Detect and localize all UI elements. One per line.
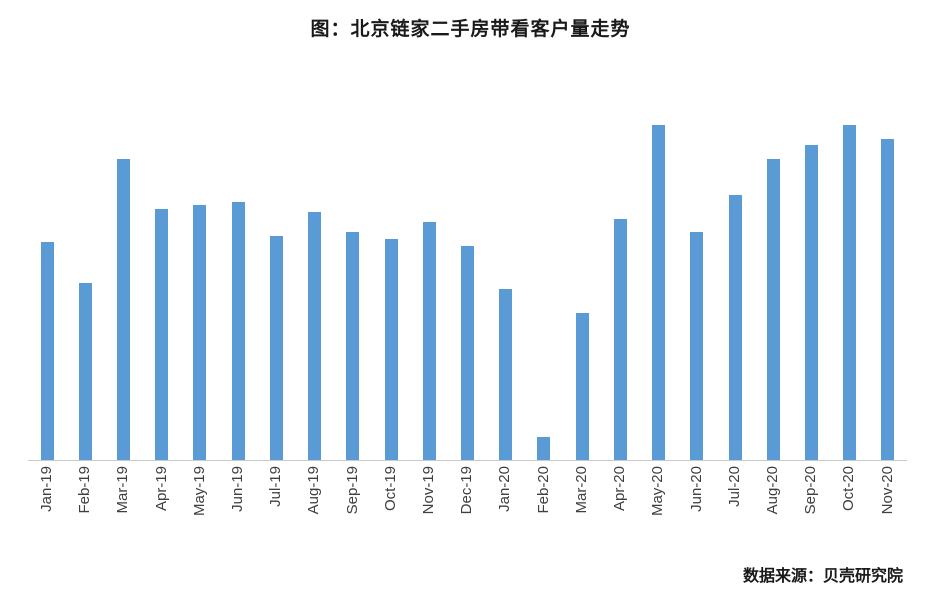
x-axis-label-text: Jun-20 (687, 466, 705, 512)
x-axis-label: May-19 (181, 466, 219, 558)
x-axis-label-text: Oct-20 (840, 466, 858, 512)
x-axis-label-text: Nov-19 (420, 466, 438, 515)
x-axis-label: Mar-20 (563, 466, 601, 558)
x-axis-label: Feb-19 (66, 466, 104, 558)
x-axis-label: Mar-19 (104, 466, 142, 558)
bar-mar-19 (117, 158, 131, 460)
bar-jul-20 (728, 195, 742, 460)
x-axis-label-text: Jul-19 (267, 466, 285, 507)
source-note: 数据来源：贝壳研究院 (742, 568, 903, 585)
bar-column (104, 105, 142, 460)
bar-chart: Jan-19 Feb-19 Mar-19 Apr-19 May-19 Jun-19 Jul-… (28, 105, 907, 558)
x-axis-label-text: Feb-19 (76, 466, 94, 514)
x-axis-label-text: Nov-20 (878, 466, 896, 515)
x-axis-label: Apr-20 (601, 466, 639, 558)
bar-column (66, 105, 104, 460)
x-axis-label: Jan-20 (487, 466, 525, 558)
bar-column (296, 105, 334, 460)
bar-may-19 (193, 205, 207, 460)
bar-nov-20 (881, 138, 895, 460)
bar-jul-19 (269, 235, 283, 460)
x-axis-label-text: Aug-20 (764, 466, 782, 515)
bar-column (792, 105, 830, 460)
bar-column (181, 105, 219, 460)
bar-column (563, 105, 601, 460)
x-axis-label-text: Mar-19 (114, 466, 132, 514)
bar-column (372, 105, 410, 460)
bar-column (28, 105, 66, 460)
x-axis-label: Apr-19 (143, 466, 181, 558)
x-axis-label: Nov-19 (410, 466, 448, 558)
bar-apr-20 (613, 218, 627, 460)
x-axis-label-text: Sep-20 (802, 466, 820, 515)
bar-sep-19 (346, 232, 360, 460)
chart-title: 图：北京链家二手房带看客户量走势 (310, 19, 631, 40)
x-axis-label-text: Jul-20 (725, 466, 743, 507)
x-axis-label-text: Sep-19 (343, 466, 361, 515)
bar-jan-19 (40, 242, 54, 460)
bar-aug-20 (766, 158, 780, 460)
x-axis-label: Feb-20 (525, 466, 563, 558)
x-axis-label-text: Oct-19 (381, 466, 399, 512)
bar-oct-20 (843, 125, 857, 460)
bar-aug-19 (308, 212, 322, 460)
x-axis-label-text: Jan-20 (496, 466, 514, 512)
bar-feb-20 (537, 436, 551, 460)
x-axis-label-text: May-20 (649, 466, 667, 517)
bar-column (448, 105, 486, 460)
bar-column (410, 105, 448, 460)
bar-nov-19 (422, 222, 436, 460)
bar-feb-19 (78, 282, 92, 460)
x-axis-label-text: Aug-19 (305, 466, 323, 515)
x-axis-label: Sep-20 (792, 466, 830, 558)
x-axis-label: Dec-19 (448, 466, 486, 558)
x-axis-label-text: Feb-20 (534, 466, 552, 514)
bar-apr-19 (155, 208, 169, 460)
bar-column (601, 105, 639, 460)
bar-column (487, 105, 525, 460)
bar-column (525, 105, 563, 460)
x-axis-label-text: Apr-20 (611, 466, 629, 512)
x-axis-label-text: May-19 (190, 466, 208, 517)
bar-column (716, 105, 754, 460)
bar-column (678, 105, 716, 460)
bar-column (219, 105, 257, 460)
plot-area (28, 105, 907, 461)
x-axis-labels: Jan-19 Feb-19 Mar-19 Apr-19 May-19 Jun-19 Jul-… (28, 466, 907, 558)
x-axis-label: Aug-19 (296, 466, 334, 558)
bar-column (257, 105, 295, 460)
x-axis-label: Jun-20 (678, 466, 716, 558)
x-axis-label: Nov-20 (869, 466, 907, 558)
bar-column (754, 105, 792, 460)
x-axis-label: Sep-19 (334, 466, 372, 558)
x-axis-label: Oct-20 (831, 466, 869, 558)
x-axis-label-text: Jun-19 (228, 466, 246, 512)
x-axis-label-text: Mar-20 (572, 466, 590, 514)
x-axis-label-text: Jan-19 (37, 466, 55, 512)
x-axis-label: Jul-20 (716, 466, 754, 558)
x-axis-label: Jan-19 (28, 466, 66, 558)
bar-may-20 (652, 125, 666, 460)
bar-column (334, 105, 372, 460)
x-axis-label-text: Apr-19 (152, 466, 170, 512)
x-axis-label: Oct-19 (372, 466, 410, 558)
bar-jun-20 (690, 232, 704, 460)
bar-column (831, 105, 869, 460)
bar-column (869, 105, 907, 460)
x-axis-label: Jun-19 (219, 466, 257, 558)
bar-jun-19 (231, 202, 245, 460)
x-axis-label: Aug-20 (754, 466, 792, 558)
bar-oct-19 (384, 238, 398, 460)
bar-jan-20 (499, 289, 513, 460)
x-axis-label-text: Dec-19 (458, 466, 476, 515)
bar-dec-19 (461, 245, 475, 460)
bar-mar-20 (575, 312, 589, 460)
bar-sep-20 (804, 145, 818, 460)
x-axis-label: Jul-19 (257, 466, 295, 558)
bar-column (640, 105, 678, 460)
x-axis-label: May-20 (640, 466, 678, 558)
bar-column (143, 105, 181, 460)
